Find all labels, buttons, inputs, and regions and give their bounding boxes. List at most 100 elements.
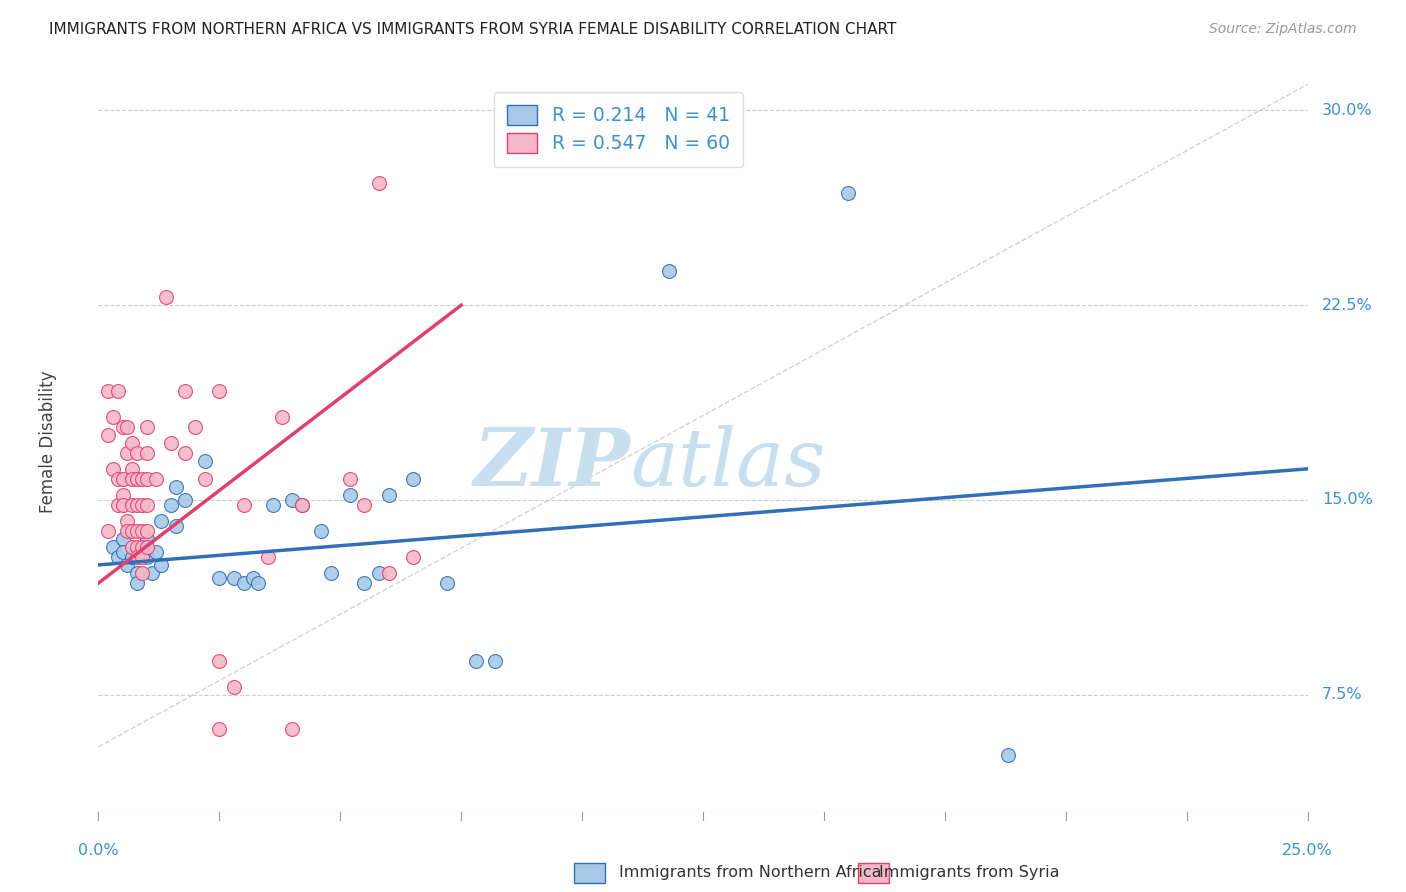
Point (135, 498, 157, 512)
Point (160, 498, 183, 512)
Point (368, 176, 391, 190)
Point (135, 420, 157, 434)
Point (117, 446, 139, 460)
Point (402, 472, 425, 486)
Point (155, 290, 177, 304)
Text: Female Disability: Female Disability (38, 370, 56, 513)
Text: 30.0%: 30.0% (1322, 103, 1372, 118)
Point (101, 462, 124, 476)
Point (117, 420, 139, 434)
Point (377, 566, 399, 580)
Point (127, 540, 149, 554)
Point (111, 532, 134, 546)
Point (145, 472, 167, 486)
Point (222, 571, 245, 585)
Point (339, 472, 361, 486)
Point (145, 545, 167, 559)
Text: Source: ZipAtlas.com: Source: ZipAtlas.com (1209, 22, 1357, 37)
Point (658, 264, 681, 278)
Point (121, 462, 143, 476)
Point (208, 654, 231, 668)
Point (174, 493, 197, 508)
Point (160, 435, 183, 450)
Point (150, 514, 173, 528)
Point (111, 488, 134, 502)
Point (184, 420, 207, 434)
Point (117, 558, 139, 572)
Point (402, 550, 425, 565)
Point (436, 576, 458, 591)
Point (135, 472, 157, 486)
Point (127, 524, 149, 538)
Point (353, 498, 375, 512)
Point (281, 493, 304, 508)
Point (232, 576, 254, 591)
Point (281, 722, 304, 736)
Point (111, 420, 134, 434)
Point (117, 514, 139, 528)
Point (117, 524, 139, 538)
Point (165, 519, 187, 533)
Point (194, 454, 217, 468)
Point (101, 409, 124, 424)
Point (135, 550, 157, 565)
Point (127, 498, 149, 512)
Point (97, 384, 120, 398)
Text: 25.0%: 25.0% (1282, 843, 1333, 858)
Point (121, 472, 143, 486)
Point (135, 446, 157, 460)
Point (262, 498, 284, 512)
Text: 15.0%: 15.0% (1322, 492, 1374, 508)
Point (247, 576, 270, 591)
Point (127, 576, 149, 591)
Point (121, 524, 143, 538)
Point (222, 680, 245, 694)
Point (319, 566, 342, 580)
Point (107, 472, 129, 486)
Text: Immigrants from Northern Africa: Immigrants from Northern Africa (619, 865, 882, 880)
Point (194, 472, 217, 486)
Point (271, 409, 294, 424)
Point (290, 498, 312, 512)
Text: 0.0%: 0.0% (79, 843, 118, 858)
Point (131, 540, 153, 554)
Point (107, 550, 129, 565)
Point (377, 488, 399, 502)
Text: 22.5%: 22.5% (1322, 298, 1372, 313)
Point (131, 524, 153, 538)
Text: IMMIGRANTS FROM NORTHERN AFRICA VS IMMIGRANTS FROM SYRIA FEMALE DISABILITY CORRE: IMMIGRANTS FROM NORTHERN AFRICA VS IMMIG… (49, 22, 897, 37)
Point (174, 446, 197, 460)
Point (135, 532, 157, 546)
Point (141, 566, 163, 580)
Point (464, 654, 486, 668)
Text: Immigrants from Syria: Immigrants from Syria (879, 865, 1059, 880)
Point (131, 550, 153, 565)
Point (256, 550, 278, 565)
Point (368, 566, 391, 580)
Point (121, 498, 143, 512)
Text: 7.5%: 7.5% (1322, 688, 1362, 702)
Point (997, 747, 1019, 762)
Point (121, 550, 143, 565)
Point (107, 498, 129, 512)
Point (111, 498, 134, 512)
Point (127, 550, 149, 565)
Point (242, 571, 264, 585)
Point (208, 384, 231, 398)
Point (208, 722, 231, 736)
Point (135, 524, 157, 538)
Point (127, 566, 149, 580)
Point (121, 435, 143, 450)
Point (208, 571, 231, 585)
Point (107, 384, 129, 398)
Point (232, 498, 254, 512)
Point (111, 472, 134, 486)
Text: ZIP: ZIP (474, 425, 630, 502)
Point (339, 488, 361, 502)
Text: atlas: atlas (630, 425, 825, 502)
Point (131, 498, 153, 512)
Point (127, 472, 149, 486)
Point (290, 498, 312, 512)
Legend: R = 0.214   N = 41, R = 0.547   N = 60: R = 0.214 N = 41, R = 0.547 N = 60 (494, 92, 742, 167)
Point (484, 654, 506, 668)
